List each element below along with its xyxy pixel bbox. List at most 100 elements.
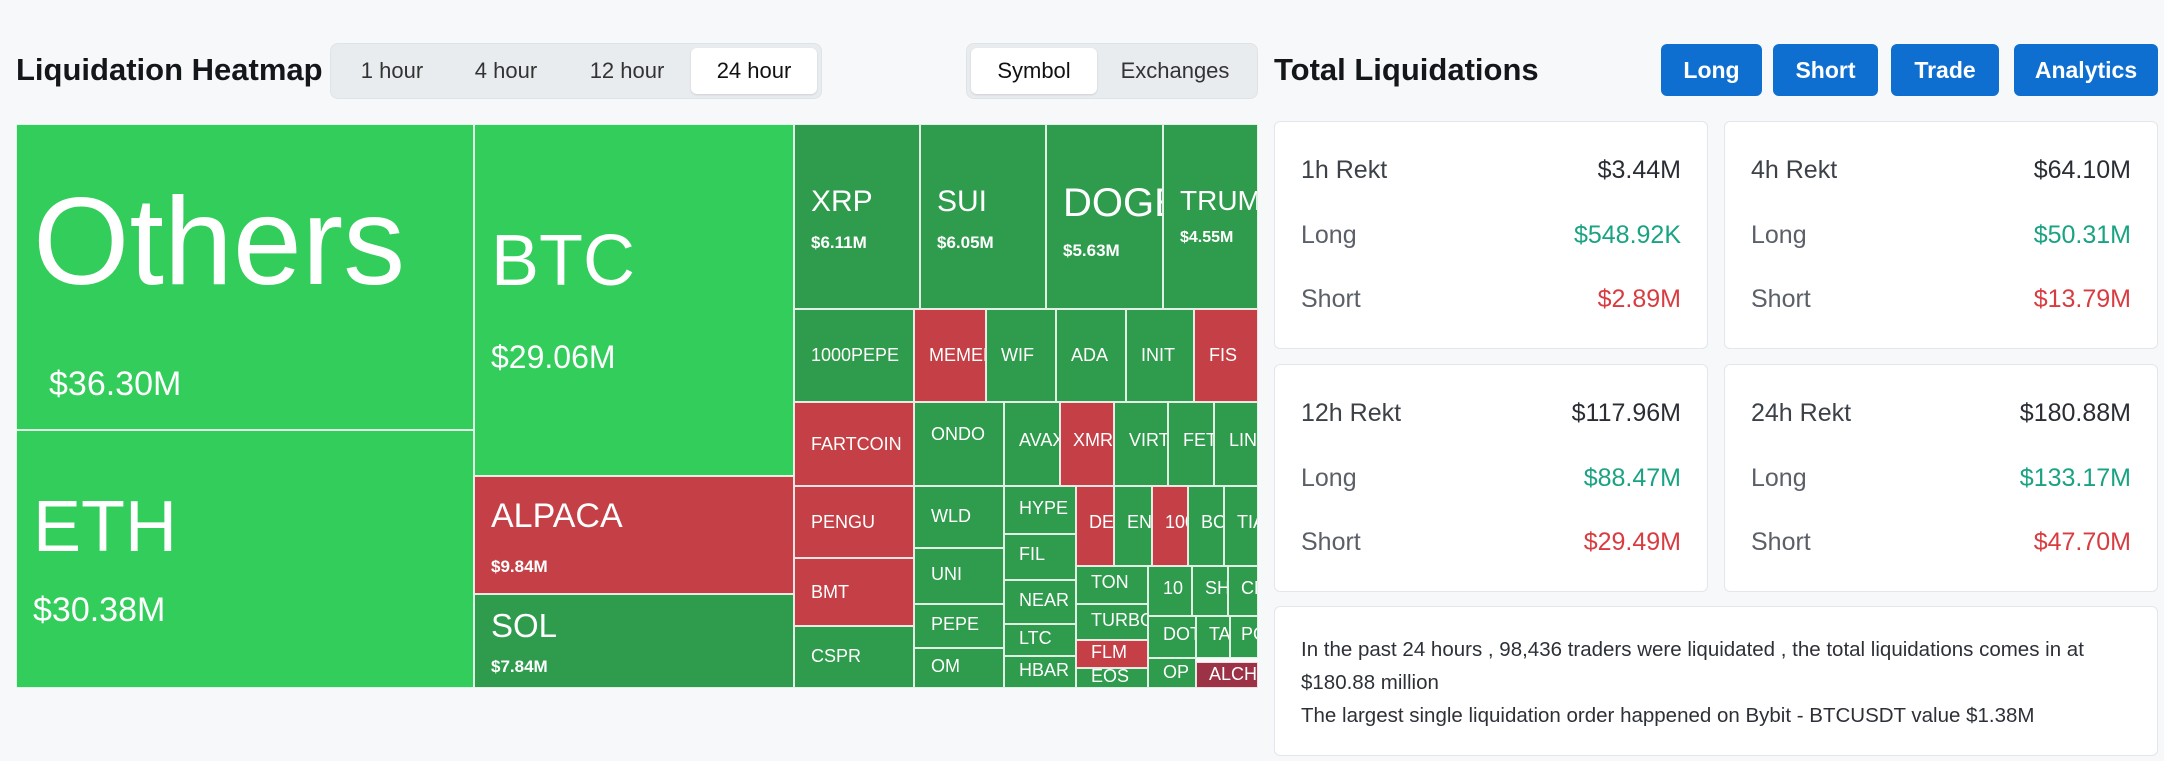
tile-symbol: ONDO bbox=[931, 424, 985, 444]
tile-tao[interactable]: TAO bbox=[1196, 616, 1230, 658]
tile-crv[interactable]: CRV bbox=[1228, 566, 1258, 616]
tile-symbol: HBAR bbox=[1019, 660, 1070, 680]
tile-alpaca[interactable]: ALPACA $9.84M bbox=[474, 476, 794, 594]
tile-flm[interactable]: FLM bbox=[1076, 640, 1148, 668]
tile-btc[interactable]: BTC $29.06M bbox=[474, 124, 794, 476]
tab-12-hour[interactable]: 12 hour bbox=[589, 58, 665, 83]
long-label: Long bbox=[1751, 464, 1807, 492]
tile-sui[interactable]: SUI $6.05M bbox=[920, 124, 1046, 309]
tile-shib[interactable]: SHIB bbox=[1192, 566, 1228, 616]
tile-virtual[interactable]: VIRTUAL bbox=[1114, 402, 1168, 486]
short-label: Short bbox=[1751, 285, 1811, 313]
tile-fartcoin[interactable]: FARTCOIN bbox=[794, 402, 914, 486]
time-range-selector: 1 hour 4 hour 12 hour 24 hour bbox=[330, 43, 822, 99]
tile-symbol: LINK bbox=[1229, 430, 1258, 450]
tile-symbol: OM bbox=[931, 656, 960, 676]
tile-symbol: FIS bbox=[1209, 345, 1238, 365]
short-label: Short bbox=[1301, 528, 1361, 556]
tile-turbo[interactable]: TURBO bbox=[1076, 604, 1148, 640]
tile-value: $7.84M bbox=[491, 657, 548, 676]
tile-avax[interactable]: AVAX bbox=[1004, 402, 1060, 486]
tile-symbol: DEXE bbox=[1089, 512, 1114, 532]
tile-ltc[interactable]: LTC bbox=[1004, 624, 1076, 656]
tile-fil[interactable]: FIL bbox=[1004, 534, 1076, 580]
tile-tia[interactable]: TIA bbox=[1224, 486, 1258, 566]
summary-line-1: In the past 24 hours , 98,436 traders we… bbox=[1301, 638, 2084, 694]
tile-xrp[interactable]: XRP $6.11M bbox=[794, 124, 920, 309]
tile-symbol: SOL bbox=[491, 607, 558, 644]
heatmap-title: Liquidation Heatmap bbox=[16, 52, 323, 87]
tile-symbol: TRUMP bbox=[1180, 185, 1257, 216]
tile-symbol: OP bbox=[1163, 662, 1190, 682]
tab-1-hour[interactable]: 1 hour bbox=[360, 58, 424, 83]
tile-ondo[interactable]: ONDO bbox=[914, 402, 1004, 486]
tab-symbol[interactable]: Symbol bbox=[971, 48, 1097, 94]
long-button[interactable]: Long bbox=[1661, 44, 1762, 96]
trade-button[interactable]: Trade bbox=[1891, 44, 1999, 96]
short-label: Short bbox=[1751, 528, 1811, 556]
tab-24-hour[interactable]: 24 hour bbox=[691, 48, 817, 94]
tile-near[interactable]: NEAR bbox=[1004, 580, 1076, 624]
short-value: $29.49M bbox=[1583, 528, 1681, 556]
tile-op[interactable]: OP bbox=[1148, 658, 1196, 688]
tile-dexe[interactable]: DEXE bbox=[1076, 486, 1114, 566]
tile-dot[interactable]: DOT bbox=[1148, 616, 1196, 658]
tile-symbol: FARTCOIN bbox=[811, 434, 902, 454]
tab-4-hour[interactable]: 4 hour bbox=[474, 58, 538, 83]
tile-xmr[interactable]: XMR bbox=[1060, 402, 1114, 486]
tile-hype[interactable]: HYPE bbox=[1004, 486, 1076, 534]
tile-om[interactable]: OM bbox=[914, 648, 1004, 688]
tile-symbol: WIF bbox=[1001, 345, 1034, 365]
liquidation-summary: In the past 24 hours , 98,436 traders we… bbox=[1274, 606, 2158, 756]
tile-ton[interactable]: TON bbox=[1076, 566, 1148, 604]
short-button[interactable]: Short bbox=[1773, 44, 1878, 96]
liquidation-treemap: Others $36.30M ETH $30.38M BTC $29.06M ALPACA $… bbox=[16, 124, 1258, 688]
tile-doge[interactable]: DOGE $5.63M bbox=[1046, 124, 1163, 309]
tile-wld[interactable]: WLD bbox=[914, 486, 1004, 548]
tile-ada[interactable]: ADA bbox=[1056, 309, 1126, 402]
tile-uni[interactable]: UNI bbox=[914, 548, 1004, 604]
tile-symbol: VIRTUAL bbox=[1129, 430, 1167, 450]
tile-symbol: FLM bbox=[1091, 642, 1127, 662]
tile-symbol: HYPE bbox=[1019, 498, 1069, 518]
tile-symbol: ADA bbox=[1071, 345, 1109, 365]
tile-symbol: 10 bbox=[1163, 578, 1184, 598]
tile-eos[interactable]: EOS bbox=[1076, 668, 1148, 688]
tile-pengu[interactable]: PENGU bbox=[794, 486, 914, 558]
tile-wif[interactable]: WIF bbox=[986, 309, 1056, 402]
analytics-button[interactable]: Analytics bbox=[2014, 44, 2158, 96]
tile-pol[interactable]: POL bbox=[1230, 616, 1258, 658]
card-label: 12h Rekt bbox=[1301, 399, 1402, 427]
tile-symbol: FIL bbox=[1019, 544, 1046, 564]
tile-1000[interactable]: 1000 bbox=[1152, 486, 1188, 566]
tile-fis[interactable]: FIS bbox=[1194, 309, 1258, 402]
tile-trump[interactable]: TRUMP $4.55M bbox=[1163, 124, 1258, 309]
tile-memefi[interactable]: MEMEFI bbox=[914, 309, 986, 402]
short-value: $47.70M bbox=[2033, 528, 2131, 556]
tile-init[interactable]: INIT bbox=[1126, 309, 1194, 402]
tile-symbol: Others bbox=[33, 173, 406, 311]
tile-pepe[interactable]: PEPE bbox=[914, 604, 1004, 648]
tile-link[interactable]: LINK bbox=[1214, 402, 1258, 486]
tile-hbar[interactable]: HBAR bbox=[1004, 656, 1076, 688]
tile-eth[interactable]: ETH $30.38M bbox=[16, 430, 474, 688]
tile-bch[interactable]: BCH bbox=[1188, 486, 1224, 566]
tab-exchanges[interactable]: Exchanges bbox=[1120, 58, 1230, 83]
tile-fet[interactable]: FET bbox=[1168, 402, 1214, 486]
tile-symbol: POL bbox=[1241, 624, 1257, 644]
tile-symbol: 1000 bbox=[1165, 512, 1187, 532]
tile-bmt[interactable]: BMT bbox=[794, 558, 914, 626]
tile-10[interactable]: 10 bbox=[1148, 566, 1192, 616]
tile-value: $9.84M bbox=[491, 557, 548, 576]
tile-1000pepe[interactable]: 1000PEPE bbox=[794, 309, 914, 402]
tile-alch[interactable]: ALCH bbox=[1196, 662, 1258, 688]
tile-symbol: UNI bbox=[931, 564, 962, 584]
tile-others[interactable]: Others $36.30M bbox=[16, 124, 474, 430]
tile-sol[interactable]: SOL $7.84M bbox=[474, 594, 794, 688]
tile-symbol: SUI bbox=[937, 185, 988, 218]
tile-value: $6.05M bbox=[937, 233, 994, 252]
tile-value: $36.30M bbox=[49, 365, 182, 403]
tile-ena[interactable]: ENA bbox=[1114, 486, 1152, 566]
tile-cspr[interactable]: CSPR bbox=[794, 626, 914, 688]
tile-symbol: DOT bbox=[1163, 624, 1195, 644]
